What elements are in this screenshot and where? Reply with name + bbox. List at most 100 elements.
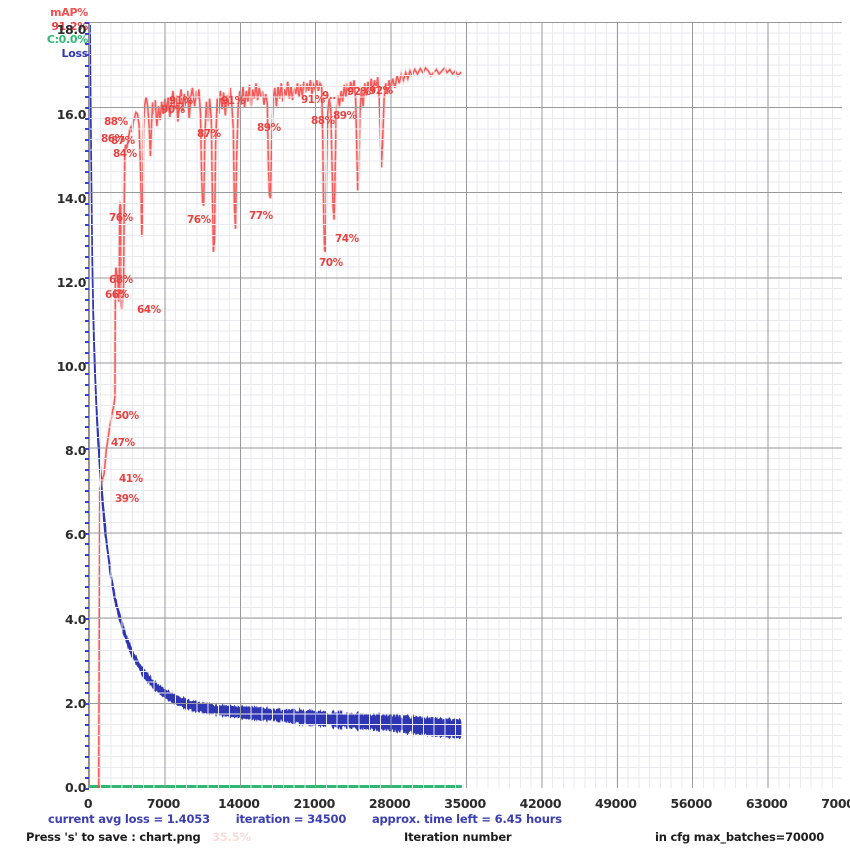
faded-artifact: 35.5%: [212, 830, 251, 844]
y-tick-label: 2.0: [65, 695, 86, 711]
y-tick-mark: [85, 383, 89, 386]
map-annotation: 76%: [187, 214, 211, 226]
y-tick-mark: [85, 660, 89, 663]
y-tick-mark: [85, 351, 89, 354]
y-tick-mark: [85, 745, 89, 748]
y-tick-label: 0.0: [65, 780, 86, 795]
map-annotation: 87%: [197, 128, 221, 140]
y-tick-mark: [85, 22, 89, 24]
y-tick-mark: [85, 245, 89, 248]
map-annotation: 70%: [319, 257, 343, 269]
y-tick-label: 10.0: [56, 359, 87, 375]
map-annotation: 77%: [249, 210, 273, 222]
x-tick-label: 70000: [821, 796, 850, 811]
x-axis-labels: 0 7000 14000 21000 28000 35000 42000 49000 56000…: [0, 796, 850, 814]
y-tick-mark: [85, 394, 89, 397]
cfg-max-batches: in cfg max_batches=70000: [655, 830, 825, 844]
map-annotation: 9..: [322, 90, 336, 102]
map-annotation: 91%: [221, 95, 245, 107]
y-tick-mark: [85, 585, 89, 588]
y-tick-mark: [85, 553, 89, 556]
legend-map-label: mAP%: [50, 6, 88, 19]
y-tick-mark: [85, 702, 89, 705]
plot-area: 39% 41% 47% 50% 64% 66% 68% 76% 84% 86% 87% 88% 90% 7…: [88, 22, 842, 788]
y-tick-mark: [85, 617, 89, 620]
y-tick-mark: [85, 256, 89, 259]
y-tick-mark: [85, 53, 89, 56]
y-tick-mark: [85, 681, 89, 684]
map-annotation: 76%: [109, 212, 133, 224]
y-tick-label: 18.0: [56, 22, 87, 38]
y-tick-label: 6.0: [65, 527, 86, 543]
x-tick-label: 35000: [444, 796, 486, 811]
y-tick-mark: [85, 468, 89, 471]
y-tick-label: 12.0: [56, 274, 87, 290]
x-tick-label: 49000: [595, 796, 637, 811]
x-tick-label: 14000: [218, 796, 260, 811]
y-tick-mark: [85, 139, 89, 142]
y-tick-mark: [85, 788, 89, 790]
map-annotation: 66%: [105, 289, 129, 301]
y-tick-mark: [85, 266, 89, 269]
y-tick-mark: [85, 107, 89, 110]
y-tick-mark: [85, 532, 89, 535]
y-tick-mark: [85, 373, 89, 376]
map-annotation: 92%: [369, 85, 393, 97]
y-tick-label: 4.0: [65, 611, 86, 627]
y-tick-mark: [85, 32, 89, 35]
y-tick-mark: [85, 117, 89, 120]
x-tick-label: 7000: [146, 796, 181, 811]
y-tick-mark: [85, 713, 89, 716]
save-hint: Press 's' to save : chart.png: [26, 830, 201, 844]
y-tick-mark: [85, 734, 89, 737]
plot-top-border: [89, 22, 842, 23]
y-tick-label: 8.0: [65, 443, 86, 459]
y-tick-mark: [85, 405, 89, 407]
y-tick-mark: [85, 522, 89, 525]
y-tick-mark: [85, 277, 89, 280]
y-tick-mark: [85, 511, 89, 514]
map-annotation: 84%: [113, 148, 137, 160]
x-tick-label: 28000: [368, 796, 411, 811]
map-annotation: 89%: [257, 122, 281, 134]
major-gridlines: [89, 22, 842, 788]
y-tick-mark: [85, 224, 89, 227]
y-tick-mark: [85, 639, 89, 642]
y-tick-mark: [85, 415, 89, 418]
y-tick-label: 16.0: [56, 106, 87, 122]
chart-legend: mAP% 91.2% C:0.0% Loss: [18, 6, 88, 60]
status-avg-loss: current avg loss = 1.4053: [48, 812, 210, 826]
y-tick-mark: [85, 341, 89, 344]
y-tick-mark: [85, 96, 89, 99]
y-tick-mark: [85, 436, 89, 439]
y-tick-mark: [85, 500, 89, 503]
map-annotation: 74%: [335, 233, 359, 245]
y-tick-mark: [85, 319, 89, 322]
y-tick-mark: [85, 724, 89, 727]
x-tick-label: 42000: [519, 796, 562, 811]
map-annotation: 92%: [347, 86, 371, 98]
y-tick-mark: [85, 777, 89, 780]
map-annotation: 68%: [109, 274, 133, 286]
y-tick-mark: [85, 458, 89, 461]
x-tick-label: 63000: [745, 796, 788, 811]
y-tick-mark: [85, 479, 89, 482]
y-tick-mark: [85, 490, 89, 493]
map-annotation: 86%: [101, 133, 125, 145]
map-annotation: 91%: [301, 94, 325, 106]
y-tick-mark: [85, 160, 89, 163]
y-tick-mark: [85, 85, 89, 88]
y-tick-mark: [85, 766, 89, 769]
map-annotation: 89%: [333, 110, 357, 122]
y-tick-mark: [85, 692, 89, 695]
y-tick-mark: [85, 234, 89, 237]
y-tick-mark: [85, 628, 89, 631]
legend-loss-label: Loss: [61, 46, 89, 60]
y-tick-mark: [85, 287, 89, 290]
y-tick-mark: [85, 543, 89, 546]
y-tick-mark: [85, 309, 89, 312]
y-tick-mark: [85, 170, 89, 173]
y-tick-mark: [85, 213, 89, 216]
y-tick-mark: [85, 43, 89, 46]
